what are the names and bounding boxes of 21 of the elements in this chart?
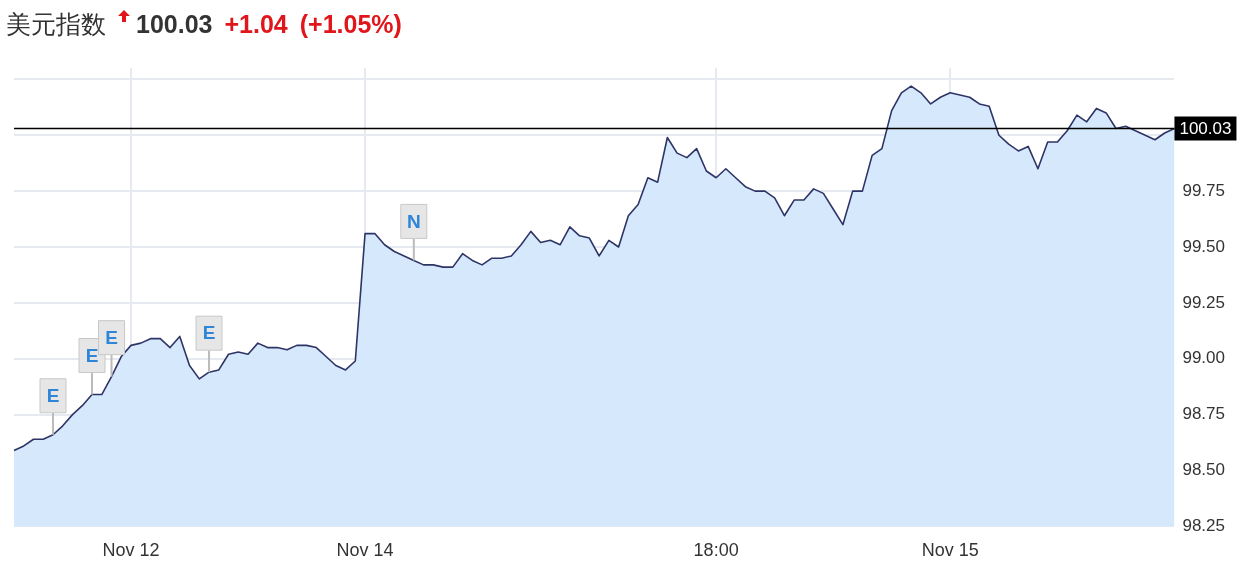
text: (+1.05%) [299,9,402,39]
annotation: E [85,344,99,366]
y-tick-label: 98.50 [1182,460,1226,480]
y-tick-label: 99.25 [1182,292,1226,312]
annotation: E [105,326,118,348]
y-tick-label: 98.75 [1182,404,1226,424]
y-tick-label: 98.25 [1182,516,1226,536]
x-tick-label: Nov 15 [921,540,979,561]
text: 100.03 [136,9,213,39]
y-tick-label: 99.75 [1182,180,1226,200]
x-tick-label: Nov 14 [336,540,394,561]
annotation: N [406,210,421,232]
ref-line-label: 100.03 [1179,119,1232,139]
annotation: E [202,322,216,344]
x-tick-label: 18:00 [693,540,739,561]
text: +1.04 [224,9,288,39]
chart-title: 美元指数 [6,8,106,40]
x-tick-label: Nov 12 [102,540,160,561]
y-tick-label: 99.50 [1182,236,1226,256]
annotation: E [46,384,60,406]
y-tick-label: 99.00 [1182,348,1226,368]
